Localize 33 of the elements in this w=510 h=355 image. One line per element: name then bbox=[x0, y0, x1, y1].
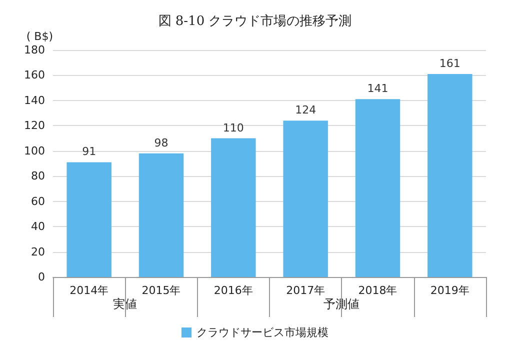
y-tick-label: 60 bbox=[31, 194, 45, 208]
bar bbox=[138, 153, 184, 277]
bar bbox=[66, 162, 112, 277]
y-tick-label: 120 bbox=[24, 119, 45, 132]
legend-label: クラウドサービス市場規模 bbox=[196, 326, 328, 339]
data-label: 110 bbox=[222, 121, 244, 134]
y-tick-label: 40 bbox=[31, 220, 45, 234]
x-tick-label: 2014年 bbox=[70, 284, 109, 297]
bar bbox=[355, 99, 400, 277]
data-label: 98 bbox=[154, 136, 168, 150]
y-tick-label: 80 bbox=[31, 170, 45, 183]
x-tick-label: 2015年 bbox=[142, 284, 181, 297]
x-tick-label: 2018年 bbox=[358, 284, 398, 297]
x-tick-label: 2019年 bbox=[430, 284, 470, 297]
y-tick-label: 20 bbox=[31, 245, 45, 258]
data-label: 141 bbox=[367, 82, 388, 96]
y-tick-label: 160 bbox=[24, 68, 45, 82]
data-label: 161 bbox=[439, 56, 460, 70]
bar bbox=[283, 120, 328, 277]
x-tick-label: 2016年 bbox=[214, 284, 253, 297]
data-label: 91 bbox=[82, 145, 96, 158]
y-tick-label: 180 bbox=[24, 44, 45, 56]
y-tick-label: 0 bbox=[38, 270, 45, 284]
text: 予測値 bbox=[324, 297, 360, 311]
x-tick-label: 2017年 bbox=[286, 284, 326, 297]
chart-title: 図 8-10 クラウド市場の推移予測 bbox=[158, 14, 352, 29]
y-tick-label: 140 bbox=[24, 94, 45, 107]
y-tick-label: 100 bbox=[24, 144, 45, 158]
bar bbox=[211, 138, 256, 277]
y-axis-title: ( B$) bbox=[26, 30, 53, 43]
bar bbox=[428, 74, 472, 277]
data-label: 124 bbox=[295, 104, 316, 117]
text: 実値 bbox=[113, 297, 138, 311]
